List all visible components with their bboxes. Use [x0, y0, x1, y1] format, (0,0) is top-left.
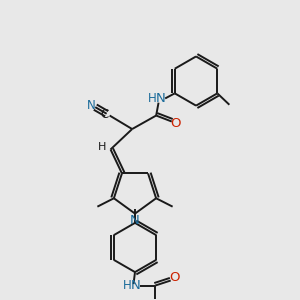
Text: H: H	[148, 92, 157, 105]
Text: N: N	[87, 98, 96, 112]
Text: C: C	[101, 108, 109, 122]
Text: H: H	[122, 279, 131, 292]
Text: N: N	[131, 279, 141, 292]
Text: O: O	[170, 116, 181, 130]
Text: H: H	[98, 142, 106, 152]
Text: O: O	[169, 271, 180, 284]
Text: N: N	[156, 92, 166, 105]
Text: N: N	[130, 214, 140, 227]
